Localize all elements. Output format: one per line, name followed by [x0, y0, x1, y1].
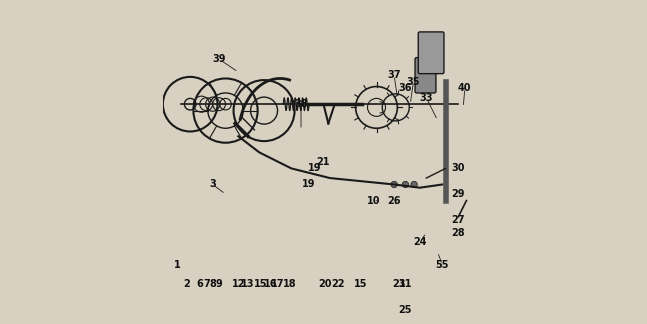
Text: 3: 3: [209, 179, 216, 190]
Text: 30: 30: [452, 163, 465, 173]
Text: 23: 23: [392, 279, 406, 289]
Text: 6: 6: [197, 279, 203, 289]
Text: 33: 33: [419, 93, 433, 103]
Circle shape: [402, 181, 409, 188]
Circle shape: [391, 181, 397, 188]
Text: 29: 29: [452, 189, 465, 199]
FancyBboxPatch shape: [415, 58, 436, 93]
Text: 12: 12: [232, 279, 245, 289]
Text: 38: 38: [294, 99, 308, 109]
Text: 25: 25: [399, 305, 412, 315]
Circle shape: [411, 181, 417, 188]
Text: 28: 28: [452, 228, 465, 238]
Text: 9: 9: [215, 279, 223, 289]
Text: 1: 1: [174, 260, 181, 270]
Text: 22: 22: [331, 279, 345, 289]
Text: 10: 10: [367, 196, 380, 205]
Text: 2: 2: [184, 279, 190, 289]
Text: 17: 17: [271, 279, 285, 289]
Text: 26: 26: [388, 196, 401, 205]
Text: 7: 7: [203, 279, 210, 289]
Text: 21: 21: [316, 157, 329, 167]
Text: 18: 18: [283, 279, 296, 289]
Text: 16: 16: [264, 279, 278, 289]
Text: 24: 24: [413, 237, 426, 247]
Text: 19: 19: [308, 163, 322, 173]
Text: 15: 15: [354, 279, 367, 289]
Text: 55: 55: [435, 260, 449, 270]
FancyBboxPatch shape: [418, 32, 444, 74]
Text: 37: 37: [388, 70, 401, 80]
Text: 35: 35: [407, 77, 420, 87]
Text: 40: 40: [458, 83, 472, 93]
Text: 8: 8: [209, 279, 216, 289]
Text: 15: 15: [254, 279, 268, 289]
Text: 11: 11: [399, 279, 412, 289]
Text: 36: 36: [399, 83, 412, 93]
Text: 19: 19: [302, 179, 316, 190]
Text: 39: 39: [212, 54, 226, 64]
Text: 20: 20: [318, 279, 332, 289]
Text: 27: 27: [452, 215, 465, 225]
Text: 13: 13: [241, 279, 255, 289]
